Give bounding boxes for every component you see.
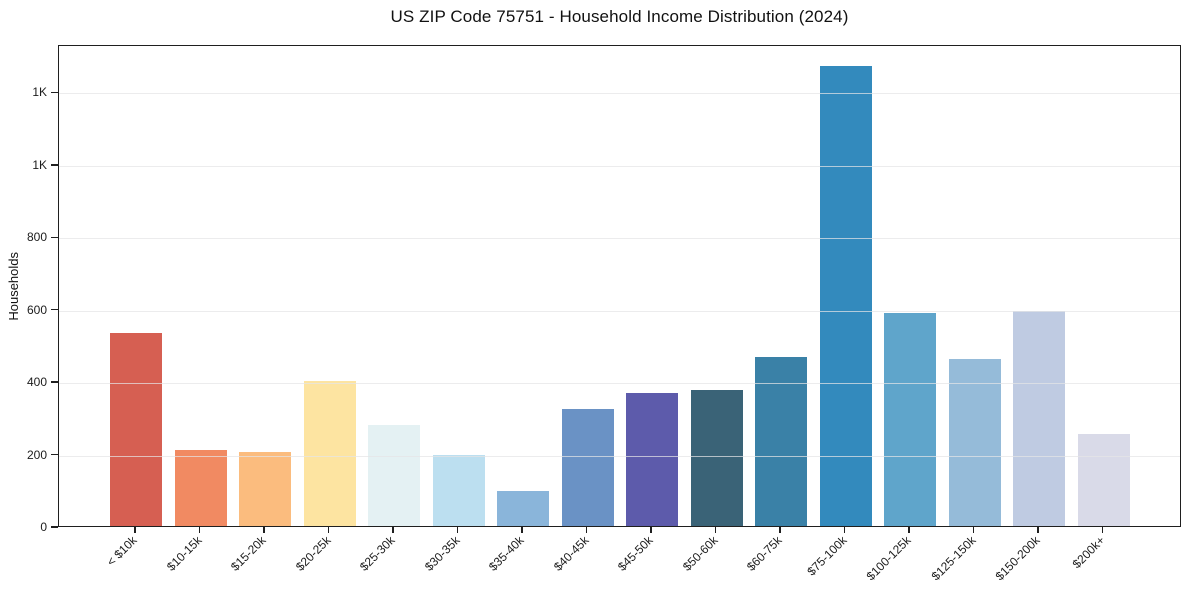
gridline bbox=[59, 238, 1180, 240]
bar bbox=[948, 358, 1001, 526]
x-tick-mark bbox=[327, 527, 330, 533]
x-tick-mark bbox=[714, 527, 717, 533]
x-tick-mark bbox=[1037, 527, 1039, 533]
x-tick-mark bbox=[843, 527, 846, 533]
x-tick-mark bbox=[263, 527, 265, 533]
bar bbox=[368, 425, 420, 526]
bar bbox=[110, 332, 162, 526]
bar bbox=[626, 393, 678, 526]
y-tick-mark bbox=[51, 91, 58, 94]
y-tick-label: 200 bbox=[26, 447, 47, 462]
y-tick-mark bbox=[51, 164, 58, 166]
y-tick-label: 1K bbox=[32, 157, 47, 172]
bar bbox=[239, 451, 291, 526]
x-tick-mark bbox=[908, 527, 910, 533]
x-tick-mark bbox=[456, 527, 459, 533]
gridline bbox=[59, 455, 1180, 457]
y-tick-mark bbox=[51, 309, 58, 311]
gridline bbox=[59, 383, 1180, 385]
x-tick-mark bbox=[779, 527, 781, 533]
x-tick-mark bbox=[1101, 527, 1104, 533]
x-tick-mark bbox=[521, 527, 523, 533]
bar bbox=[303, 381, 356, 526]
gridline bbox=[59, 310, 1180, 312]
gridline bbox=[59, 93, 1180, 95]
bar bbox=[884, 312, 936, 526]
bar bbox=[1013, 310, 1065, 526]
gridline bbox=[59, 165, 1180, 167]
y-tick-mark bbox=[51, 453, 58, 456]
bar bbox=[1077, 434, 1130, 526]
chart-title: US ZIP Code 75751 - Household Income Dis… bbox=[390, 7, 849, 26]
bar bbox=[690, 390, 743, 526]
bar bbox=[432, 455, 485, 526]
y-tick-label: 600 bbox=[26, 302, 47, 317]
x-tick-mark bbox=[972, 527, 975, 533]
bar bbox=[174, 450, 227, 526]
x-tick-mark bbox=[198, 527, 201, 533]
y-tick-mark bbox=[51, 381, 58, 383]
x-tick-label: < $10k bbox=[103, 533, 140, 569]
y-tick-label: 0 bbox=[40, 520, 47, 534]
bar bbox=[755, 357, 807, 526]
y-tick-label: 400 bbox=[26, 375, 47, 390]
bar bbox=[819, 66, 872, 526]
bar bbox=[497, 491, 549, 526]
y-tick-label: 800 bbox=[26, 230, 47, 245]
x-tick-mark bbox=[585, 527, 588, 533]
bar bbox=[561, 409, 614, 526]
x-tick-mark bbox=[134, 527, 136, 533]
y-tick-mark bbox=[51, 236, 58, 238]
plot-area bbox=[58, 45, 1181, 527]
y-tick-mark bbox=[51, 526, 58, 528]
y-tick-label: 1K bbox=[32, 85, 47, 100]
x-tick-mark bbox=[650, 527, 652, 533]
x-tick-mark bbox=[392, 527, 394, 533]
